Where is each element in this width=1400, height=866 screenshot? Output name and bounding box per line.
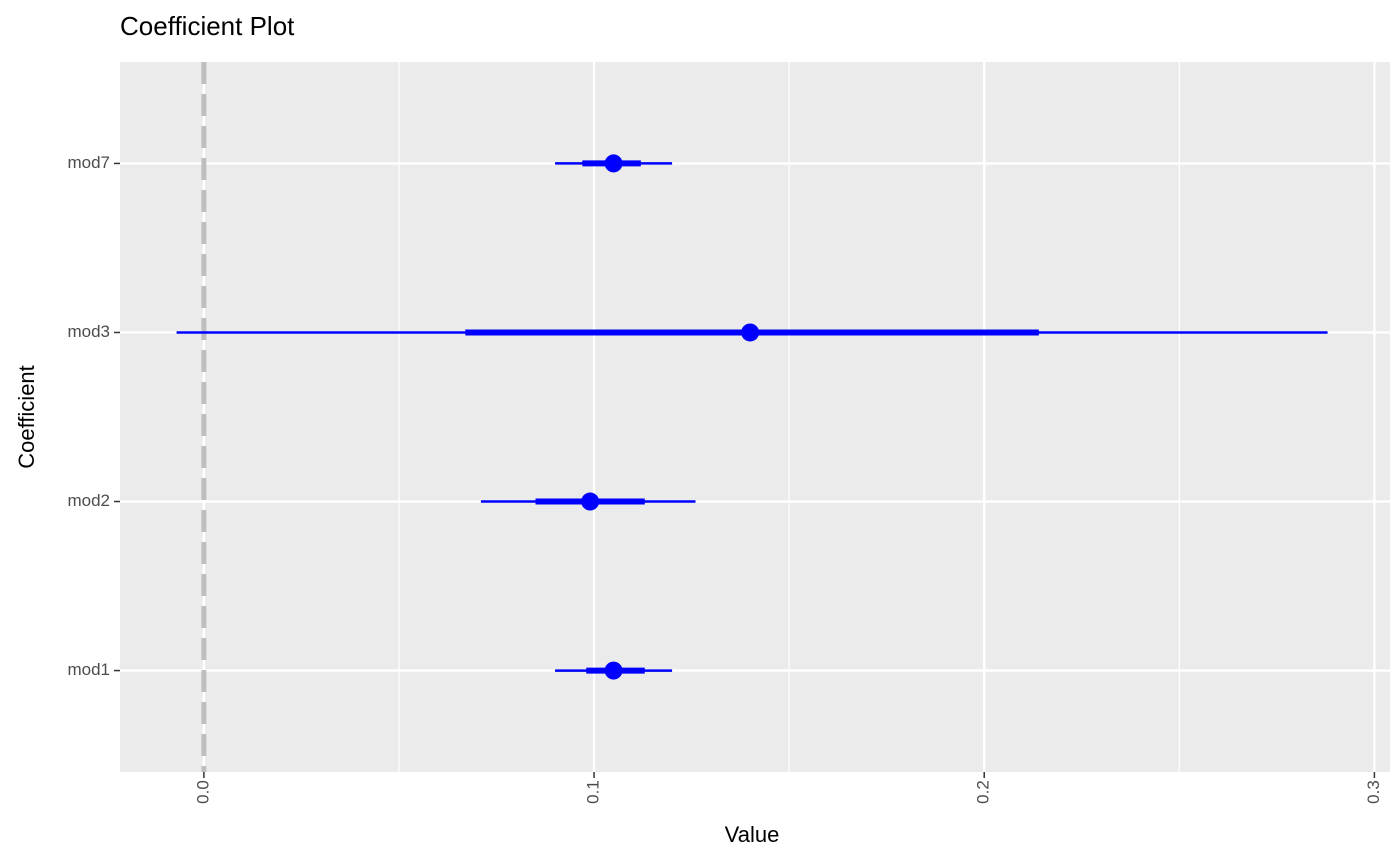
x-tick-label: 0.0	[193, 780, 212, 804]
y-tick-label: mod7	[67, 153, 110, 172]
x-tick-label: 0.2	[974, 780, 993, 804]
x-tick-label: 0.3	[1364, 780, 1383, 804]
point-estimate	[604, 661, 623, 680]
point-estimate	[741, 323, 760, 342]
x-axis-title: Value	[725, 822, 780, 847]
chart-title: Coefficient Plot	[120, 11, 295, 41]
y-tick-label: mod3	[67, 322, 110, 341]
x-tick-label: 0.1	[584, 780, 603, 804]
y-tick-label: mod1	[67, 660, 110, 679]
y-axis-title: Coefficient	[14, 365, 39, 469]
point-estimate	[604, 154, 623, 173]
y-tick-label: mod2	[67, 491, 110, 510]
point-estimate	[581, 492, 600, 511]
panel	[120, 62, 1390, 772]
